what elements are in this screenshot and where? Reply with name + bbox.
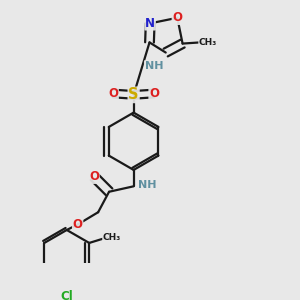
Text: O: O: [149, 87, 159, 100]
Text: O: O: [108, 87, 118, 100]
Text: S: S: [128, 87, 139, 102]
Text: CH₃: CH₃: [199, 38, 217, 47]
Text: Cl: Cl: [60, 290, 73, 300]
Text: O: O: [172, 11, 182, 24]
Text: O: O: [89, 170, 99, 183]
Text: NH: NH: [145, 61, 163, 71]
Text: O: O: [73, 218, 83, 231]
Text: NH: NH: [138, 180, 157, 190]
Text: CH₃: CH₃: [103, 233, 121, 242]
Text: N: N: [145, 17, 155, 30]
